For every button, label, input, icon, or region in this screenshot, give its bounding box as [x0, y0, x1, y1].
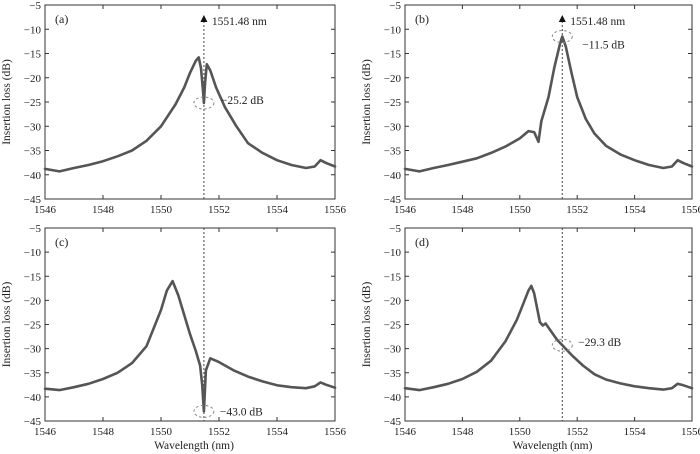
- x-tick-label: 1552: [566, 426, 588, 438]
- y-tick-label: −40: [24, 392, 42, 404]
- x-tick-label: 1546: [34, 204, 57, 216]
- wavelength-annotation: 1551.48 nm: [570, 16, 625, 28]
- y-tick-label: −10: [24, 247, 42, 259]
- wavelength-annotation: 1551.48 nm: [212, 16, 267, 28]
- y-tick-label: −25: [24, 320, 42, 332]
- series-line-a: [43, 56, 337, 173]
- x-tick-label: 1552: [208, 204, 230, 216]
- panel-label: (d): [415, 235, 429, 249]
- y-tick-label: −25: [24, 97, 42, 109]
- y-tick-label: −20: [24, 73, 42, 85]
- y-tick-label: −20: [384, 73, 402, 85]
- y-tick-label: −15: [384, 271, 402, 283]
- x-tick-label: 1554: [266, 204, 289, 216]
- y-axis-label: Insertion loss (dB): [361, 59, 373, 145]
- series-line-c: [43, 279, 337, 413]
- x-tick-label: 1548: [92, 204, 115, 216]
- x-tick-label: 1550: [509, 426, 532, 438]
- y-axis-label: Insertion loss (dB): [361, 282, 373, 368]
- panel-label: (c): [55, 235, 68, 249]
- x-axis-label: Wavelength (nm): [154, 440, 234, 452]
- y-tick-label: −30: [24, 121, 42, 133]
- x-axis-label: Wavelength (nm): [513, 440, 593, 452]
- x-tick-label: 1552: [208, 426, 230, 438]
- x-tick-label: 1546: [394, 204, 417, 216]
- y-tick-label: −10: [384, 24, 402, 36]
- x-tick-label: 1550: [509, 204, 532, 216]
- y-tick-label: −15: [384, 49, 402, 61]
- y-tick-label: −15: [24, 271, 42, 283]
- y-tick-label: −25: [384, 97, 402, 109]
- y-tick-label: −5: [389, 223, 401, 235]
- x-tick-label: 1556: [681, 204, 700, 216]
- value-annotation: −25.2 dB: [221, 95, 264, 107]
- x-tick-label: 1554: [624, 426, 647, 438]
- x-tick-label: 1548: [92, 426, 115, 438]
- y-tick-label: −30: [384, 344, 402, 356]
- highlight-ellipse: [551, 30, 573, 44]
- x-tick-label: 1556: [681, 426, 700, 438]
- highlight-ellipse: [193, 96, 215, 110]
- plot-frame: [44, 4, 336, 200]
- y-tick-label: −5: [29, 0, 41, 12]
- value-annotation: −29.3 dB: [578, 337, 621, 349]
- y-tick-label: −40: [384, 170, 402, 182]
- arrow-marker: [558, 15, 566, 22]
- series-line-b: [403, 35, 694, 173]
- y-axis-label: Insertion loss (dB): [1, 282, 13, 368]
- arrow-marker: [200, 15, 208, 22]
- y-tick-label: −5: [29, 223, 41, 235]
- y-tick-label: −30: [24, 344, 42, 356]
- series-line-d: [403, 284, 694, 392]
- x-tick-label: 1548: [451, 426, 474, 438]
- highlight-ellipse: [193, 404, 215, 418]
- y-tick-label: −40: [24, 170, 42, 182]
- y-tick-label: −45: [384, 194, 402, 206]
- y-tick-label: −30: [384, 121, 402, 133]
- y-tick-label: −10: [24, 24, 42, 36]
- x-tick-label: 1548: [451, 204, 474, 216]
- y-tick-label: −45: [384, 416, 402, 428]
- y-tick-label: −10: [384, 247, 402, 259]
- y-tick-label: −35: [24, 368, 42, 380]
- y-tick-label: −35: [384, 368, 402, 380]
- highlight-ellipse: [551, 338, 573, 352]
- x-tick-label: 1552: [566, 204, 588, 216]
- x-tick-label: 1554: [266, 426, 289, 438]
- y-tick-label: −25: [384, 320, 402, 332]
- x-tick-label: 1556: [324, 204, 347, 216]
- x-tick-label: 1554: [624, 204, 647, 216]
- plot-frame: [404, 4, 693, 200]
- panel-label: (b): [415, 12, 429, 26]
- value-annotation: −11.5 dB: [582, 40, 625, 52]
- y-tick-label: −20: [384, 295, 402, 307]
- x-tick-label: 1550: [150, 204, 173, 216]
- y-tick-label: −40: [384, 392, 402, 404]
- y-tick-label: −5: [389, 0, 401, 12]
- y-tick-label: −35: [384, 146, 402, 158]
- x-tick-label: 1546: [394, 426, 417, 438]
- value-annotation: −43.0 dB: [220, 406, 263, 418]
- y-tick-label: −35: [24, 146, 42, 158]
- plot-frame: [44, 227, 336, 422]
- x-tick-label: 1546: [34, 426, 57, 438]
- y-tick-label: −45: [24, 194, 42, 206]
- plot-frame: [404, 227, 693, 422]
- y-tick-label: −20: [24, 295, 42, 307]
- panel-label: (a): [55, 12, 68, 26]
- y-axis-label: Insertion loss (dB): [1, 59, 13, 145]
- x-tick-label: 1550: [150, 426, 173, 438]
- y-tick-label: −15: [24, 49, 42, 61]
- y-tick-label: −45: [24, 416, 42, 428]
- x-tick-label: 1556: [324, 426, 347, 438]
